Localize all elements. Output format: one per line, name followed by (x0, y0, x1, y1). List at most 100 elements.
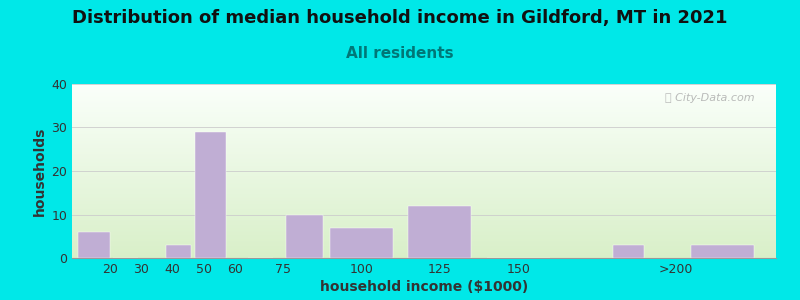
Bar (72, 98, 776, 99)
Bar (72, 256, 776, 257)
Bar (72, 141, 776, 142)
Bar (72, 252, 776, 253)
Bar (72, 154, 776, 155)
Bar (72, 243, 776, 244)
Bar (72, 235, 776, 236)
Bar (72, 136, 776, 137)
Bar (72, 190, 776, 191)
Bar (72, 217, 776, 218)
Bar (72, 89, 776, 90)
Bar (72, 144, 776, 145)
Bar (72, 84, 776, 85)
Bar (72, 178, 776, 179)
Bar (72, 122, 776, 123)
Bar (72, 114, 776, 115)
Bar (286, 214, 323, 258)
Bar (72, 213, 776, 214)
Bar (72, 104, 776, 105)
Bar (72, 102, 776, 103)
Bar (72, 181, 776, 182)
Bar (72, 99, 776, 100)
Bar (72, 234, 776, 235)
Bar (72, 161, 776, 162)
Bar (72, 123, 776, 124)
Bar (72, 212, 776, 213)
Bar (72, 208, 776, 209)
Bar (72, 232, 776, 233)
Bar (72, 249, 776, 250)
Bar (72, 211, 776, 212)
Bar (72, 241, 776, 242)
Bar (72, 107, 776, 108)
Bar (72, 173, 776, 174)
Bar (72, 120, 776, 121)
Bar (72, 221, 776, 222)
Bar (72, 206, 776, 207)
Bar (72, 100, 776, 101)
Bar (72, 151, 776, 152)
Bar (408, 206, 471, 258)
Bar (72, 205, 776, 206)
Bar (72, 116, 776, 117)
Bar (72, 95, 776, 96)
Bar (72, 215, 776, 216)
Bar (72, 225, 776, 226)
Bar (72, 131, 776, 132)
Bar (72, 159, 776, 160)
Bar (72, 220, 776, 221)
Bar (72, 201, 776, 202)
Bar (72, 230, 776, 231)
Bar (72, 250, 776, 251)
Bar (72, 129, 776, 130)
Bar (72, 110, 776, 111)
Bar (72, 153, 776, 154)
Bar (72, 135, 776, 136)
Bar (72, 130, 776, 131)
Bar (72, 251, 776, 252)
Bar (72, 207, 776, 208)
Bar (72, 179, 776, 180)
Bar (72, 183, 776, 184)
Bar (72, 193, 776, 194)
Bar (72, 202, 776, 203)
Bar (72, 231, 776, 232)
Bar (72, 96, 776, 97)
Bar (72, 177, 776, 178)
Bar (72, 103, 776, 104)
Bar (72, 247, 776, 248)
Bar (72, 176, 776, 177)
Bar (72, 108, 776, 109)
Bar (72, 197, 776, 198)
Bar (72, 238, 776, 239)
Bar (72, 146, 776, 147)
Bar (72, 138, 776, 139)
Bar (72, 169, 776, 170)
Bar (72, 186, 776, 187)
Text: ⓘ City-Data.com: ⓘ City-Data.com (666, 93, 755, 103)
Bar (72, 210, 776, 211)
Bar (72, 100, 776, 101)
Bar (72, 132, 776, 133)
Bar (72, 246, 776, 247)
Bar (72, 189, 776, 190)
Bar (72, 157, 776, 158)
Bar (72, 149, 776, 150)
Bar (691, 245, 754, 258)
Bar (72, 182, 776, 183)
Bar (72, 255, 776, 256)
Bar (72, 233, 776, 234)
Bar (72, 171, 776, 172)
Bar (72, 248, 776, 249)
Bar (72, 199, 776, 200)
Bar (72, 254, 776, 255)
Bar (72, 85, 776, 86)
Bar (72, 224, 776, 225)
Bar (72, 194, 776, 195)
Bar (194, 132, 226, 258)
Bar (72, 195, 776, 196)
Bar (72, 163, 776, 164)
Bar (72, 113, 776, 114)
Bar (72, 239, 776, 240)
Bar (72, 175, 776, 176)
Bar (72, 115, 776, 116)
